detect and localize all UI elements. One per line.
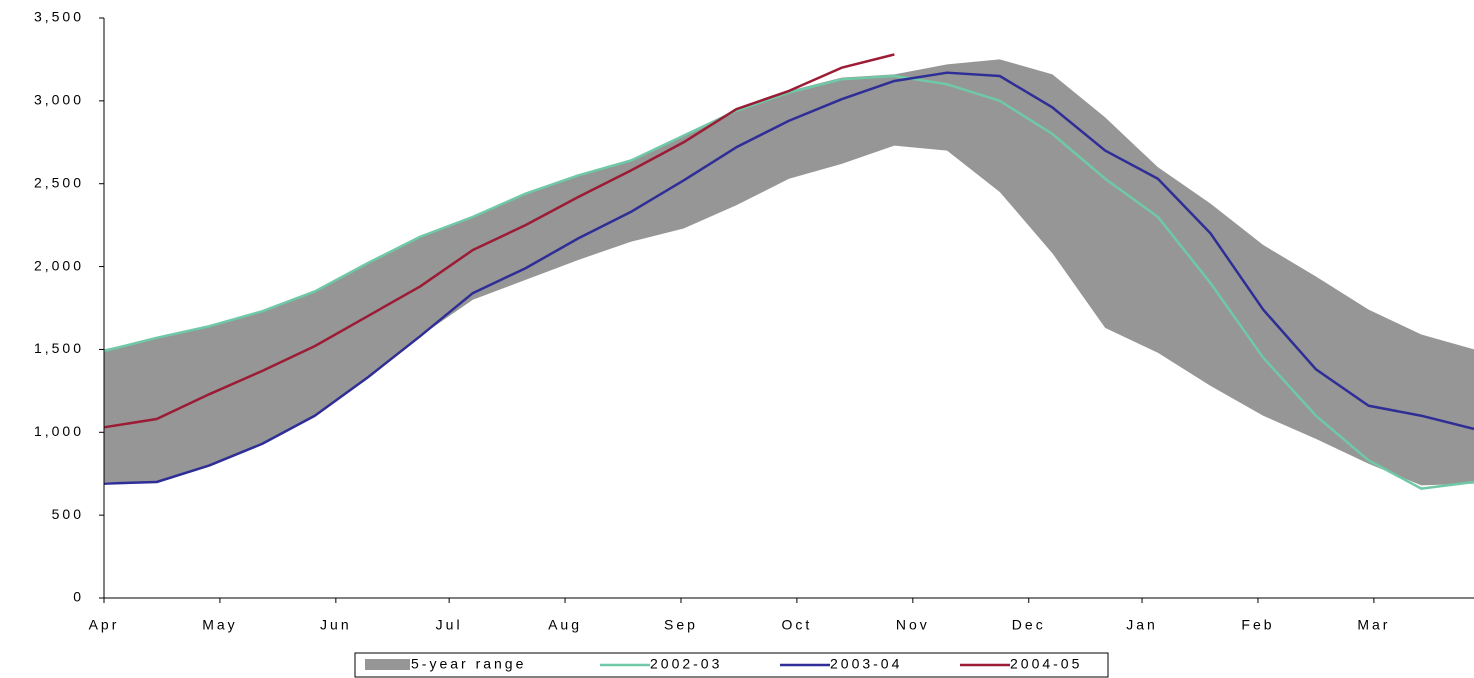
x-tick-label: Apr (89, 617, 120, 633)
x-tick-label: Aug (548, 617, 582, 633)
x-tick-label: Nov (896, 617, 930, 633)
x-tick-label: Jul (436, 617, 463, 633)
legend-label: 5-year range (411, 656, 526, 672)
x-tick-label: May (202, 617, 237, 633)
range-area (104, 59, 1474, 486)
y-tick-label: 2,500 (34, 174, 84, 190)
y-tick-label: 1,500 (34, 340, 84, 356)
legend: 5-year range 2002-03 2003-04 2004-05 (354, 652, 1109, 678)
x-tick-label: Sep (664, 617, 698, 633)
series-line (103, 74, 1474, 490)
legend-label: 2004-05 (1010, 656, 1082, 672)
x-tick-label: Dec (1012, 617, 1046, 633)
x-tick-label: Mar (1357, 617, 1390, 633)
legend-label: 2002-03 (650, 656, 722, 672)
x-tick-label: Jun (320, 617, 352, 633)
y-tick-label: 2,000 (34, 257, 84, 273)
y-tick-label: 3,000 (34, 92, 84, 108)
y-tick-label: 3,500 (34, 9, 84, 25)
y-tick-label: 1,000 (34, 423, 84, 439)
y-tick-label: 0 (73, 589, 84, 605)
legend-swatch (365, 659, 410, 670)
series-line (103, 53, 895, 429)
x-tick-label: Oct (782, 617, 813, 633)
x-tick-label: Jan (1126, 617, 1158, 633)
x-tick-label: Feb (1241, 617, 1274, 633)
y-tick-label: 500 (52, 506, 84, 522)
series-line (103, 71, 1474, 485)
legend-label: 2003-04 (830, 656, 902, 672)
